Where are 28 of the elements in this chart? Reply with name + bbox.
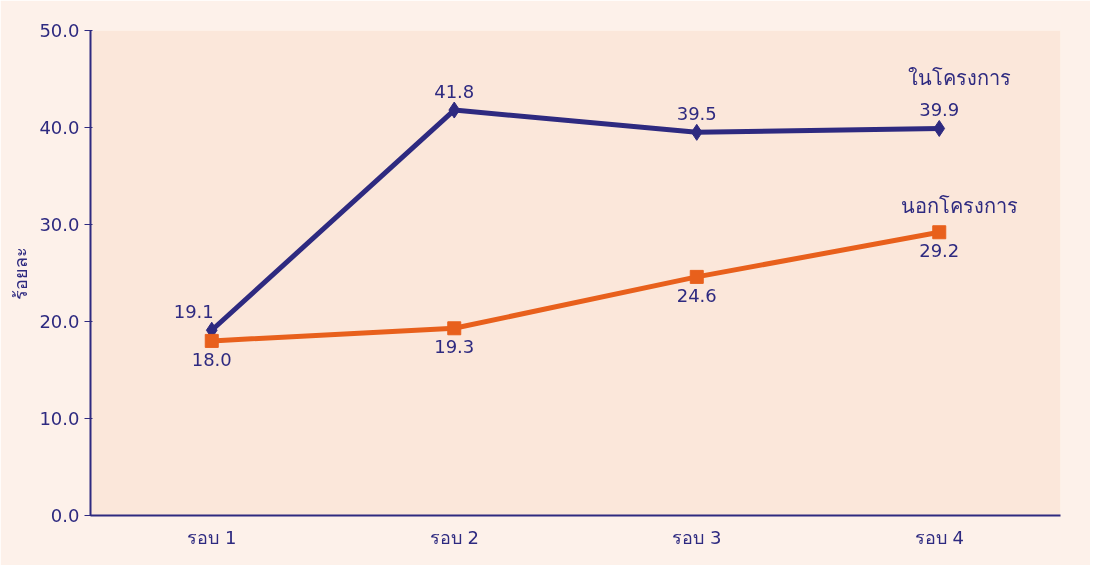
y-tick-label: 30.0 (39, 214, 80, 235)
data-label: 24.6 (676, 284, 717, 306)
y-tick-label: 40.0 (39, 117, 80, 138)
point (447, 321, 462, 336)
y-tick-label: 50.0 (39, 20, 80, 41)
point (933, 119, 946, 137)
point (689, 269, 704, 284)
data-label: 39.9 (919, 99, 960, 121)
series-label: นอกโครงการ (900, 194, 1018, 219)
y-tick-label: 10.0 (39, 408, 80, 429)
y-tick-label: 20.0 (39, 311, 80, 332)
x-tick-label: รอบ 3 (672, 526, 722, 548)
point (932, 225, 947, 240)
data-label: 18.0 (191, 348, 232, 370)
data-label: 29.2 (919, 240, 960, 262)
data-label: 41.8 (434, 81, 475, 103)
point (448, 101, 461, 119)
series-label: ในโครงการ (907, 66, 1011, 91)
x-tick-label: รอบ 4 (914, 526, 964, 548)
point (204, 333, 219, 348)
x-tick-label: รอบ 1 (187, 526, 237, 548)
data-label: 19.1 (173, 301, 214, 323)
data-label: 19.3 (434, 336, 475, 358)
y-axis-title: ร้อยละ (10, 246, 32, 300)
y-tick-label: 0.0 (50, 505, 80, 526)
x-tick-label: รอบ 2 (429, 526, 479, 548)
data-label: 39.5 (676, 103, 717, 125)
point (690, 123, 703, 141)
